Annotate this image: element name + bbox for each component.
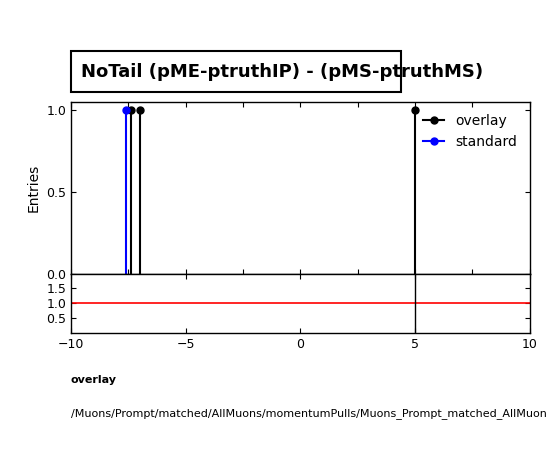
FancyBboxPatch shape: [71, 51, 401, 92]
Legend: overlay, standard: overlay, standard: [418, 109, 523, 155]
Text: NoTail (pME-ptruthIP) - (pMS-ptruthMS): NoTail (pME-ptruthIP) - (pMS-ptruthMS): [81, 63, 483, 80]
Y-axis label: Entries: Entries: [27, 164, 40, 212]
Text: /Muons/Prompt/matched/AllMuons/momentumPulls/Muons_Prompt_matched_AllMuon: /Muons/Prompt/matched/AllMuons/momentumP…: [71, 408, 546, 419]
Text: overlay: overlay: [71, 376, 117, 385]
